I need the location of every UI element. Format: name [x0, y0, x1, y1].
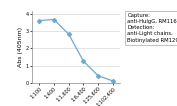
Text: Capture:
anti-HuIgG, RM116;
Detection:
anti-Light chains,
Biotinylated RM129.: Capture: anti-HuIgG, RM116; Detection: a… [127, 13, 177, 43]
Y-axis label: Abs (405nm): Abs (405nm) [18, 27, 24, 67]
